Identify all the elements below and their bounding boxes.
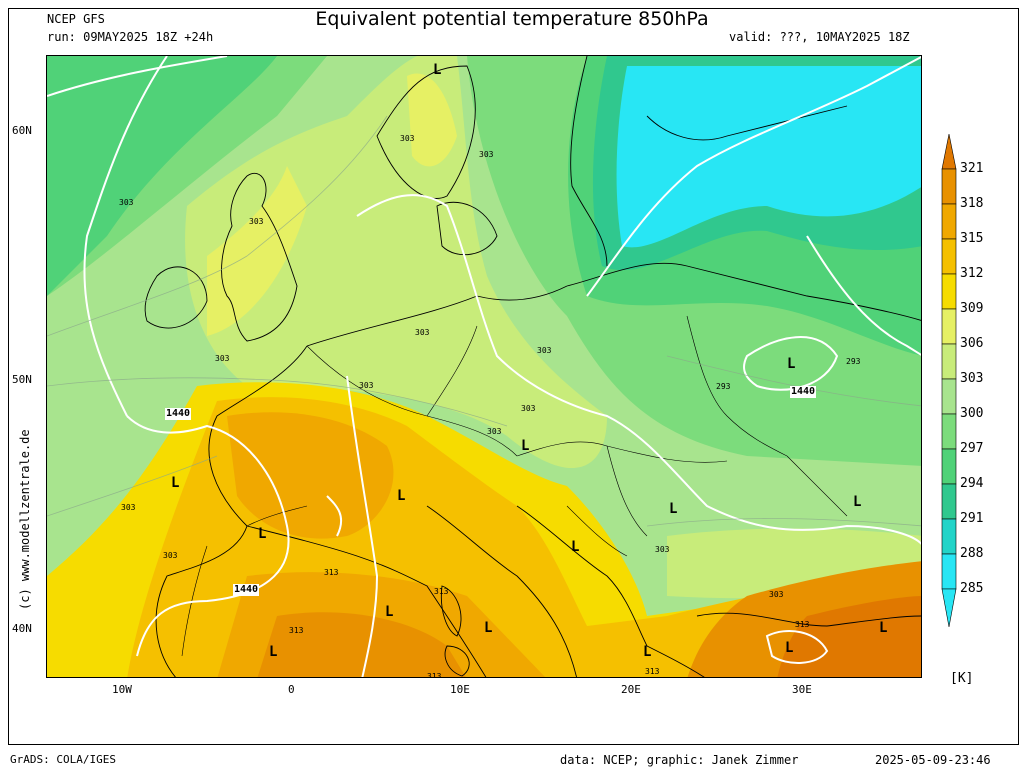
thetae-contours (47, 115, 921, 527)
valid-label: valid: ???, 10MAY2025 18Z (729, 30, 910, 44)
footer-credit: data: NCEP; graphic: Janek Zimmer (560, 753, 799, 767)
colorbar-swatch (941, 273, 957, 310)
colorbar-level-label: 294 (960, 476, 984, 491)
field-294-nw (47, 56, 277, 296)
thetae-label: 303 (769, 590, 784, 599)
map-canvas (47, 56, 921, 677)
low-marker: L (785, 640, 794, 656)
low-marker: L (669, 501, 678, 517)
colorbar-unit: [K] (950, 671, 974, 686)
model-label: NCEP GFS (47, 12, 105, 26)
thetae-label: 303 (487, 427, 502, 436)
low-marker: L (269, 644, 278, 660)
thetae-label: 313 (795, 620, 810, 629)
lon-label: 0 (288, 683, 295, 696)
field-315-france (227, 412, 394, 539)
lon-label: 30E (792, 683, 812, 696)
colorbar-swatch (941, 203, 957, 240)
geopotential-label: 1440 (233, 584, 260, 596)
colorbar-swatch (941, 448, 957, 485)
thetae-label: 303 (479, 150, 494, 159)
colorbar-swatch (941, 238, 957, 275)
run-label: run: 09MAY2025 18Z +24h (47, 30, 214, 44)
field-321-east (777, 596, 921, 677)
thetae-label: 303 (400, 134, 415, 143)
geopotential-label: 1440 (790, 386, 817, 398)
low-marker: L (484, 620, 493, 636)
thetae-label: 303 (215, 354, 230, 363)
thetae-label: 303 (521, 404, 536, 413)
thetae-label: 303 (163, 551, 178, 560)
colorbar-level-label: 318 (960, 196, 984, 211)
colorbar-level-label: 303 (960, 371, 984, 386)
low-marker: L (433, 62, 442, 78)
thetae-label: 303 (415, 328, 430, 337)
thetae-label: 313 (289, 626, 304, 635)
footer-timestamp: 2025-05-09-23:46 (875, 753, 991, 767)
thetae-label: 293 (846, 357, 861, 366)
map-title: Equivalent potential temperature 850hPa (315, 8, 709, 30)
thetae-label: 303 (359, 381, 374, 390)
weather-map: L L L L L L L L L L L L L L L 1440 1440 … (46, 55, 922, 678)
lon-label: 10W (112, 683, 132, 696)
colorbar-level-label: 288 (960, 546, 984, 561)
geopotential-label: 1440 (165, 408, 192, 420)
colorbar-swatch (941, 168, 957, 205)
footer-grads: GrADS: COLA/IGES (10, 753, 116, 766)
thetae-label: 313 (645, 667, 660, 676)
geopotential-contours (47, 56, 921, 677)
lon-label: 10E (450, 683, 470, 696)
colorbar-level-label: 300 (960, 406, 984, 421)
low-marker: L (171, 475, 180, 491)
colorbar-level-label: 321 (960, 161, 984, 176)
colorbar-level-label: 306 (960, 336, 984, 351)
lat-label: 40N (12, 622, 32, 635)
colorbar-level-label: 312 (960, 266, 984, 281)
low-marker: L (879, 620, 888, 636)
thetae-label: 303 (121, 503, 136, 512)
thetae-label: 313 (427, 672, 442, 678)
colorbar-swatch (941, 343, 957, 380)
thetae-label: 293 (716, 382, 731, 391)
coastlines (144, 56, 921, 677)
colorbar-swatch (941, 483, 957, 520)
colorbar-swatch (941, 378, 957, 415)
lon-label: 20E (621, 683, 641, 696)
colorbar (941, 134, 957, 628)
lat-label: 60N (12, 124, 32, 137)
thetae-label: 313 (324, 568, 339, 577)
colorbar-top-arrow (941, 134, 957, 170)
watermark: (c) www.modellzentrale.de (18, 429, 32, 610)
colorbar-level-label: 315 (960, 231, 984, 246)
low-marker: L (571, 539, 580, 555)
field-306-norway (407, 73, 457, 167)
colorbar-swatch (941, 308, 957, 345)
low-marker: L (521, 438, 530, 454)
plot-frame (8, 8, 1019, 745)
colorbar-level-label: 285 (960, 581, 984, 596)
low-marker: L (397, 488, 406, 504)
low-marker: L (643, 644, 652, 660)
colorbar-level-label: 297 (960, 441, 984, 456)
thetae-label: 303 (249, 217, 264, 226)
colorbar-swatch (941, 553, 957, 590)
low-marker: L (853, 494, 862, 510)
low-marker: L (258, 526, 267, 542)
thetae-label: 303 (655, 545, 670, 554)
low-marker: L (385, 604, 394, 620)
low-marker: L (787, 356, 796, 372)
thetae-label: 303 (537, 346, 552, 355)
colorbar-level-label: 291 (960, 511, 984, 526)
borders (181, 315, 848, 657)
field-318-spain (257, 612, 466, 677)
thetae-label: 303 (119, 198, 134, 207)
colorbar-swatch (941, 518, 957, 555)
colorbar-level-label: 309 (960, 301, 984, 316)
thetae-label: 313 (434, 587, 449, 596)
field-306-britain (207, 166, 307, 336)
lat-label: 50N (12, 373, 32, 386)
colorbar-bottom-arrow (941, 588, 957, 628)
colorbar-swatch (941, 413, 957, 450)
field-285-east (616, 66, 921, 248)
